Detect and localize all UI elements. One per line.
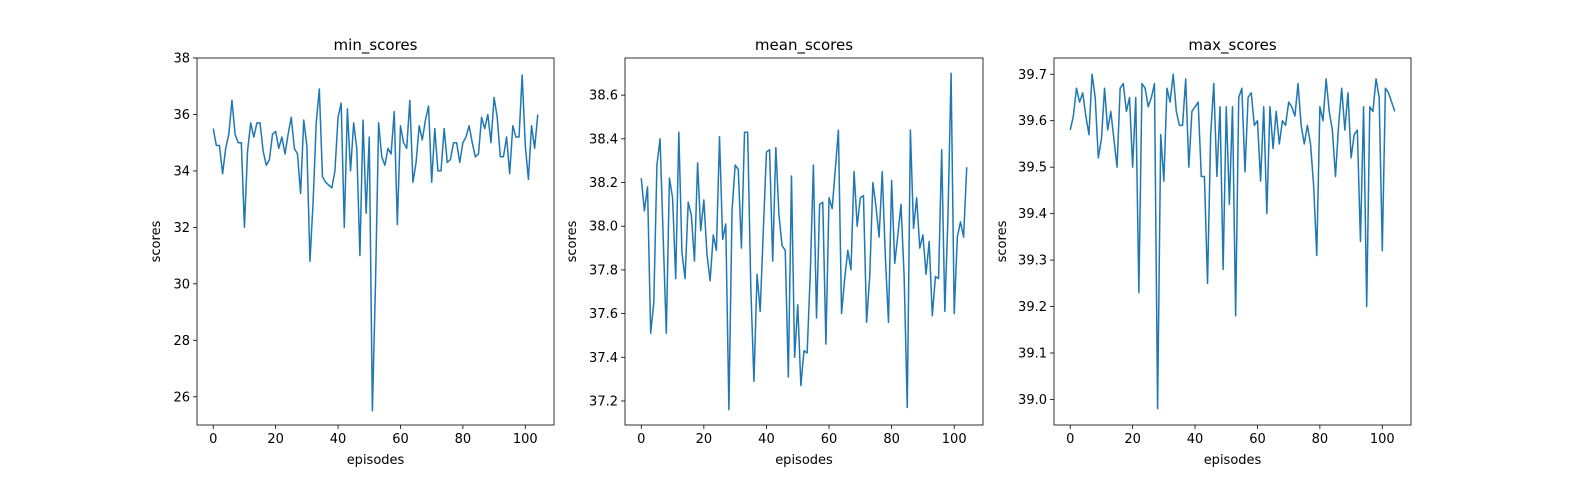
x-tick-label: 0 xyxy=(209,432,217,447)
y-tick-label: 32 xyxy=(173,221,190,236)
x-axis-label: episodes xyxy=(347,453,405,468)
x-tick-label: 60 xyxy=(821,432,838,447)
x-axis-label: episodes xyxy=(1204,453,1262,468)
x-tick-label: 100 xyxy=(513,432,538,447)
y-tick-label: 39.6 xyxy=(1018,114,1047,129)
y-tick-label: 37.8 xyxy=(589,263,618,278)
chart-title: min_scores xyxy=(334,36,418,55)
x-tick-label: 40 xyxy=(1187,432,1204,447)
y-tick-label: 39.4 xyxy=(1018,207,1047,222)
x-tick-label: 100 xyxy=(1370,432,1395,447)
series-line xyxy=(1069,73,1396,410)
subplot-max-scores: max_scores episodes scores 0 20 40 60 80 100 3… xyxy=(995,36,1412,468)
x-tick-label: 100 xyxy=(942,432,967,447)
y-tick-label: 38.6 xyxy=(589,89,618,104)
x-tick-label: 0 xyxy=(1066,432,1074,447)
y-tick-label: 38.0 xyxy=(589,220,618,235)
x-tick-label: 0 xyxy=(637,432,645,447)
y-tick-label: 39.0 xyxy=(1018,393,1047,408)
x-tick-label: 20 xyxy=(1124,432,1141,447)
y-tick-label: 38.2 xyxy=(589,176,618,191)
series-line xyxy=(212,74,539,412)
y-tick-label: 39.2 xyxy=(1018,300,1047,315)
y-axis-label: scores xyxy=(565,220,580,262)
x-tick-label: 20 xyxy=(267,432,284,447)
y-tick-label: 28 xyxy=(173,334,190,349)
x-tick-label: 60 xyxy=(1249,432,1266,447)
y-tick-label: 38 xyxy=(173,52,190,67)
y-tick-label: 39.1 xyxy=(1018,346,1047,361)
y-tick-label: 37.6 xyxy=(589,307,618,322)
y-tick-label: 39.3 xyxy=(1018,254,1047,269)
axes-frame xyxy=(196,57,555,426)
y-tick-label: 26 xyxy=(173,390,190,405)
x-tick-label: 40 xyxy=(758,432,775,447)
y-tick-label: 38.4 xyxy=(589,132,618,147)
y-axis-label: scores xyxy=(995,220,1010,262)
chart-title: max_scores xyxy=(1188,36,1276,55)
x-tick-label: 80 xyxy=(1312,432,1329,447)
chart-title: mean_scores xyxy=(755,36,853,55)
y-tick-label: 39.7 xyxy=(1018,68,1047,83)
x-tick-label: 40 xyxy=(330,432,347,447)
axes-frame xyxy=(624,57,984,426)
x-axis-label: episodes xyxy=(775,453,833,468)
y-axis-label: scores xyxy=(149,220,164,262)
y-tick-label: 39.5 xyxy=(1018,161,1047,176)
axes-frame xyxy=(1053,57,1412,426)
subplot-min-scores: min_scores episodes scores 0 20 40 60 80 100 2… xyxy=(149,36,555,468)
y-tick-label: 37.2 xyxy=(589,394,618,409)
y-tick-label: 36 xyxy=(173,108,190,123)
x-tick-label: 60 xyxy=(392,432,409,447)
y-tick-label: 34 xyxy=(173,164,190,179)
series-line xyxy=(640,72,968,411)
x-tick-label: 80 xyxy=(455,432,472,447)
x-tick-label: 20 xyxy=(696,432,713,447)
y-tick-label: 30 xyxy=(173,277,190,292)
y-tick-label: 37.4 xyxy=(589,351,618,366)
subplot-mean-scores: mean_scores episodes scores 0 20 40 60 80 100… xyxy=(565,36,984,468)
x-tick-label: 80 xyxy=(883,432,900,447)
